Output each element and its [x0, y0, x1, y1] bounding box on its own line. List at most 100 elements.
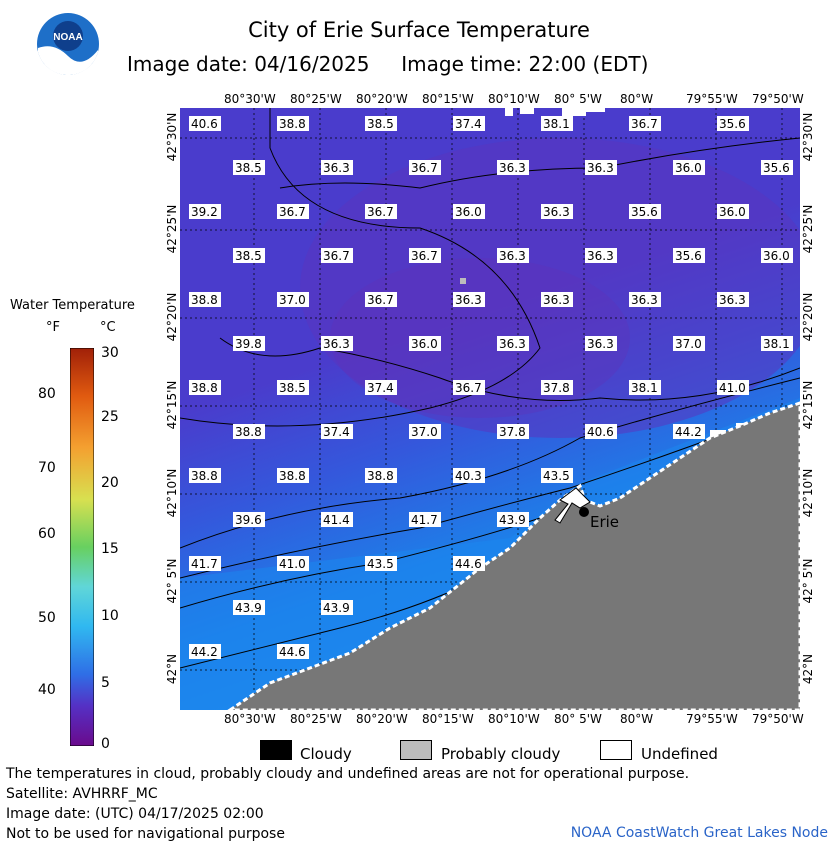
temp-label-bg — [409, 424, 441, 439]
temp-label: 44.2 — [191, 645, 218, 659]
image-datetime: Image date: 04/16/2025 Image time: 22:00… — [127, 52, 649, 76]
lon-tick-top: 80°15'W — [422, 92, 474, 106]
celsius-tick: 10 — [101, 608, 119, 624]
lon-tick-top: 80°30'W — [224, 92, 276, 106]
temp-label-bg — [453, 468, 485, 483]
temp-label-bg — [365, 468, 397, 483]
temp-label: 36.0 — [455, 205, 482, 219]
temp-label-bg — [629, 116, 661, 131]
temp-label: 39.2 — [191, 205, 218, 219]
temp-label: 36.3 — [323, 337, 350, 351]
temp-label: 38.1 — [543, 117, 570, 131]
temp-label-bg — [321, 600, 353, 615]
temp-label-bg — [673, 336, 705, 351]
temp-label: 36.7 — [323, 249, 350, 263]
temp-label-bg — [365, 292, 397, 307]
temp-label-bg — [233, 600, 265, 615]
temp-label: 36.0 — [675, 161, 702, 175]
temp-label: 39.6 — [235, 513, 262, 527]
temp-label: 37.4 — [367, 381, 394, 395]
temp-label-bg — [761, 248, 793, 263]
satellite-text: Satellite: AVHRRF_MC — [6, 786, 158, 802]
temp-label-bg — [541, 380, 573, 395]
temp-label: 38.5 — [279, 381, 306, 395]
temp-label-bg — [233, 160, 265, 175]
temp-label-bg — [233, 512, 265, 527]
lat-tick-right: 42°15'N — [801, 380, 815, 430]
key-undefined-swatch — [600, 740, 632, 760]
temp-label-bg — [409, 160, 441, 175]
temp-label-bg — [541, 292, 573, 307]
temp-label-bg — [453, 556, 485, 571]
temp-label-bg — [189, 292, 221, 307]
temp-label: 37.0 — [279, 293, 306, 307]
temp-label: 35.6 — [631, 205, 658, 219]
noaa-logo: NOAA — [37, 13, 99, 76]
temp-label: 36.3 — [587, 161, 614, 175]
lat-tick-right: 42°N — [801, 653, 815, 685]
temp-label: 37.8 — [543, 381, 570, 395]
lat-tick-right: 42°10'N — [801, 468, 815, 518]
erie-city-label: Erie — [590, 513, 619, 531]
temp-label: 38.8 — [191, 381, 218, 395]
temp-label-bg — [673, 424, 705, 439]
lat-tick-left: 42°30'N — [165, 112, 179, 162]
temp-label-bg — [277, 116, 309, 131]
temp-label-bg — [673, 248, 705, 263]
temp-label-bg — [717, 292, 749, 307]
fahrenheit-tick: 70 — [38, 460, 56, 476]
temp-label: 36.3 — [499, 161, 526, 175]
temp-label: 44.6 — [455, 557, 482, 571]
celsius-tick: 5 — [101, 675, 110, 691]
temp-label: 36.0 — [719, 205, 746, 219]
temp-label: 37.8 — [499, 425, 526, 439]
temp-label-bg — [277, 380, 309, 395]
temp-label: 37.0 — [411, 425, 438, 439]
lon-tick-top: 80°20'W — [356, 92, 408, 106]
temp-label: 40.6 — [587, 425, 614, 439]
temp-label: 36.7 — [455, 381, 482, 395]
temp-label-bg — [453, 292, 485, 307]
temp-label-bg — [233, 336, 265, 351]
temp-label: 40.3 — [455, 469, 482, 483]
probably-cloudy-patch — [460, 278, 466, 284]
temp-label-bg — [717, 116, 749, 131]
temp-label-bg — [321, 424, 353, 439]
temp-label: 36.3 — [323, 161, 350, 175]
lat-tick-right: 42°20'N — [801, 292, 815, 342]
temp-label-bg — [497, 248, 529, 263]
temp-label: 38.8 — [191, 469, 218, 483]
temp-label: 36.3 — [719, 293, 746, 307]
temp-label-bg — [409, 512, 441, 527]
lat-tick-left: 42°N — [165, 653, 179, 685]
lat-tick-left: 42° 5'N — [165, 558, 179, 604]
temp-label-bg — [497, 424, 529, 439]
legend-title: Water Temperature — [10, 298, 135, 313]
temp-label-bg — [497, 512, 529, 527]
celsius-tick: 25 — [101, 409, 119, 425]
unit-fahrenheit: °F — [46, 320, 60, 335]
temp-label-bg — [321, 248, 353, 263]
temp-label-bg — [189, 116, 221, 131]
key-probably-cloudy-label: Probably cloudy — [441, 745, 561, 763]
lon-tick-bottom: 79°50'W — [752, 712, 804, 726]
temp-label: 36.3 — [499, 337, 526, 351]
temp-label-bg — [233, 424, 265, 439]
temp-label: 36.7 — [411, 161, 438, 175]
lon-tick-top: 80°10'W — [488, 92, 540, 106]
temp-label-bg — [277, 292, 309, 307]
temp-label: 37.4 — [455, 117, 482, 131]
temperature-colorbar — [70, 348, 94, 746]
land-pennsylvania — [227, 401, 800, 710]
temp-label: 36.7 — [631, 117, 658, 131]
lon-tick-bottom: 80° 5'W — [554, 712, 602, 726]
disclaimer-text: The temperatures in cloud, probably clou… — [6, 766, 690, 782]
temp-label: 41.7 — [191, 557, 218, 571]
temp-label: 38.8 — [279, 117, 306, 131]
lon-tick-bottom: 80°25'W — [290, 712, 342, 726]
temp-label: 39.8 — [235, 337, 262, 351]
temp-label-bg — [365, 116, 397, 131]
temp-label: 35.6 — [719, 117, 746, 131]
temp-label: 38.8 — [367, 469, 394, 483]
temp-label: 43.9 — [235, 601, 262, 615]
